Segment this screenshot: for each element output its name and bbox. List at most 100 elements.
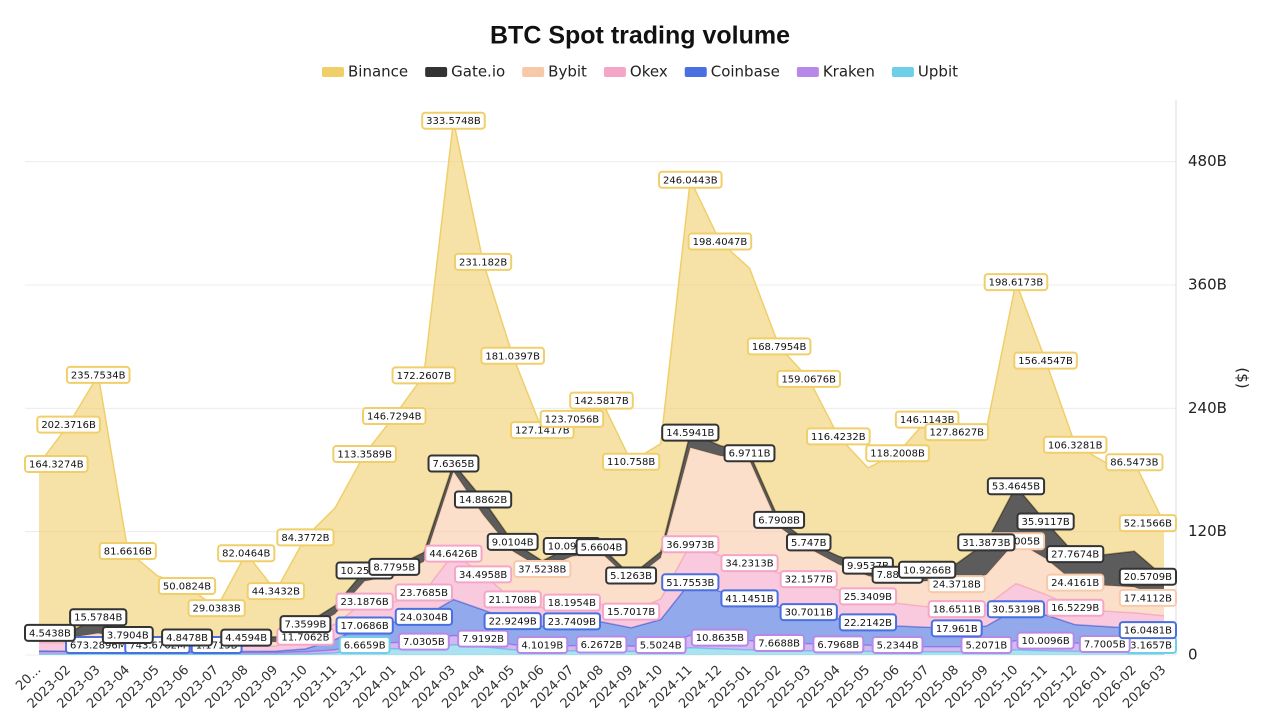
value-label: 34.4958B (453, 565, 513, 584)
value-label: 6.7968B (812, 635, 865, 654)
value-label: 18.6511B (927, 600, 986, 619)
value-label-text: 29.0383B (193, 604, 241, 615)
value-label-text: 172.2607B (397, 371, 452, 382)
value-label-box (480, 346, 545, 365)
value-label-box (1118, 567, 1177, 586)
value-label-box (391, 366, 457, 385)
value-label-text: 235.7534B (71, 370, 126, 381)
value-label: 113.3589B (332, 445, 397, 464)
value-label: 34.2313B (720, 554, 779, 573)
value-label-text: 156.4547B (1018, 356, 1073, 367)
value-label: 23.1876B (335, 592, 394, 611)
value-label-box (957, 533, 1016, 552)
value-label: 15.5784B (69, 608, 128, 627)
value-label: 6.6659B (338, 636, 391, 654)
value-label-box (542, 612, 602, 631)
value-label-box (605, 566, 658, 585)
value-label-text: 198.6173B (989, 278, 1044, 289)
value-label-text: 15.7017B (607, 607, 655, 618)
value-label: 21.1708B (483, 590, 542, 609)
y-axis-title: ($) (1234, 367, 1252, 388)
value-label: 10.9266B (898, 560, 957, 579)
value-label-box (746, 337, 812, 356)
value-label: 31.3873B (957, 533, 1016, 552)
value-label-text: 16.5229B (1051, 603, 1099, 614)
value-label: 53.4645B (986, 477, 1046, 496)
legend-swatch (425, 67, 448, 77)
legend-swatch (684, 67, 707, 77)
value-label-box (24, 454, 89, 473)
value-label: 164.3274B (24, 454, 89, 473)
value-label-text: 1.1715B (196, 641, 238, 652)
legend-label: Gate.io (451, 63, 505, 81)
value-label: 146.7294B (361, 407, 427, 426)
value-label: 15.7017B (601, 602, 661, 621)
value-label-text: 15.5784B (74, 613, 122, 624)
value-label-text: 84.3772B (281, 533, 329, 544)
value-label: 25.3409B (838, 587, 898, 606)
value-label-box (187, 599, 246, 618)
value-label: 24.0304B (394, 607, 453, 626)
value-label: 36.9973B (661, 535, 720, 554)
value-label: 30.7011B (779, 603, 838, 622)
value-label-box (720, 589, 779, 608)
value-label-text: 6.9711B (729, 449, 771, 460)
areas (38, 120, 1165, 655)
value-label-text: 7.6365B (433, 459, 475, 470)
value-label-text: 116.4232B (811, 432, 866, 443)
value-label: 118.2008B (865, 444, 930, 463)
value-label: 5.6604B (575, 538, 628, 557)
value-label: 50.0824B (157, 577, 217, 596)
legend-label: Okex (630, 63, 668, 81)
value-label: 235.7534B (65, 365, 131, 384)
value-label: 3.1657B (1125, 636, 1177, 654)
legend-label: Upbit (918, 63, 958, 81)
value-label: 7.6365B (427, 454, 480, 473)
value-label: 32.1577B (779, 570, 838, 589)
value-label-text: 7.0305B (403, 637, 445, 648)
value-label: 142.5817B (569, 391, 634, 410)
value-label: 4.1019B (516, 636, 569, 654)
value-label: 198.6173B (983, 273, 1049, 292)
value-label-text: 51.7553B (666, 578, 714, 589)
value-label-box (279, 615, 332, 634)
value-label-text: 127.1417B (515, 426, 570, 437)
value-label-text: 24.4161B (1051, 578, 1099, 589)
value-label: 14.5941B (661, 423, 720, 442)
legend: Binance Gate.io Bybit Okex Coinbase Kraken Upb… (321, 63, 958, 81)
value-label-text: 44.6426B (429, 549, 477, 560)
value-label-text: 7.8872B (877, 570, 919, 581)
value-label-text: 146.1143B (900, 415, 955, 426)
value-label: 5.5024B (634, 636, 687, 654)
value-label-text: 17.961B (936, 624, 978, 635)
value-label-box (1118, 621, 1177, 640)
value-label-box (483, 612, 542, 631)
value-label-box (539, 409, 605, 428)
value-label-box (457, 629, 510, 648)
value-label: 172.2607B (391, 366, 457, 385)
value-label: 41.1451B (720, 589, 779, 608)
value-label-box (394, 607, 453, 626)
value-label-text: 37.5238B (518, 565, 566, 576)
value-label-box (1078, 635, 1131, 654)
value-label: 6.2672B (575, 635, 628, 654)
value-label-text: 17.4112B (1124, 593, 1172, 604)
value-label-box (397, 632, 450, 651)
area (39, 582, 1164, 653)
value-label-box (453, 490, 513, 509)
value-label-box (542, 593, 602, 612)
value-label-box (361, 407, 427, 426)
value-label-box (838, 587, 898, 606)
value-label: 37.5238B (513, 560, 572, 579)
value-label: 5.2071B (960, 636, 1013, 654)
value-label-text: 81.6616B (104, 547, 152, 558)
legend-label: Kraken (823, 63, 875, 81)
value-label: 7.0305B (397, 632, 450, 651)
value-label-box (453, 565, 513, 584)
value-label-box (569, 391, 634, 410)
value-label-text: 14.8862B (459, 495, 507, 506)
value-label-text: 159.0676B (781, 374, 836, 385)
value-label: 116.4232B (806, 427, 871, 446)
value-label-box (486, 532, 539, 551)
value-label-box (98, 542, 157, 561)
